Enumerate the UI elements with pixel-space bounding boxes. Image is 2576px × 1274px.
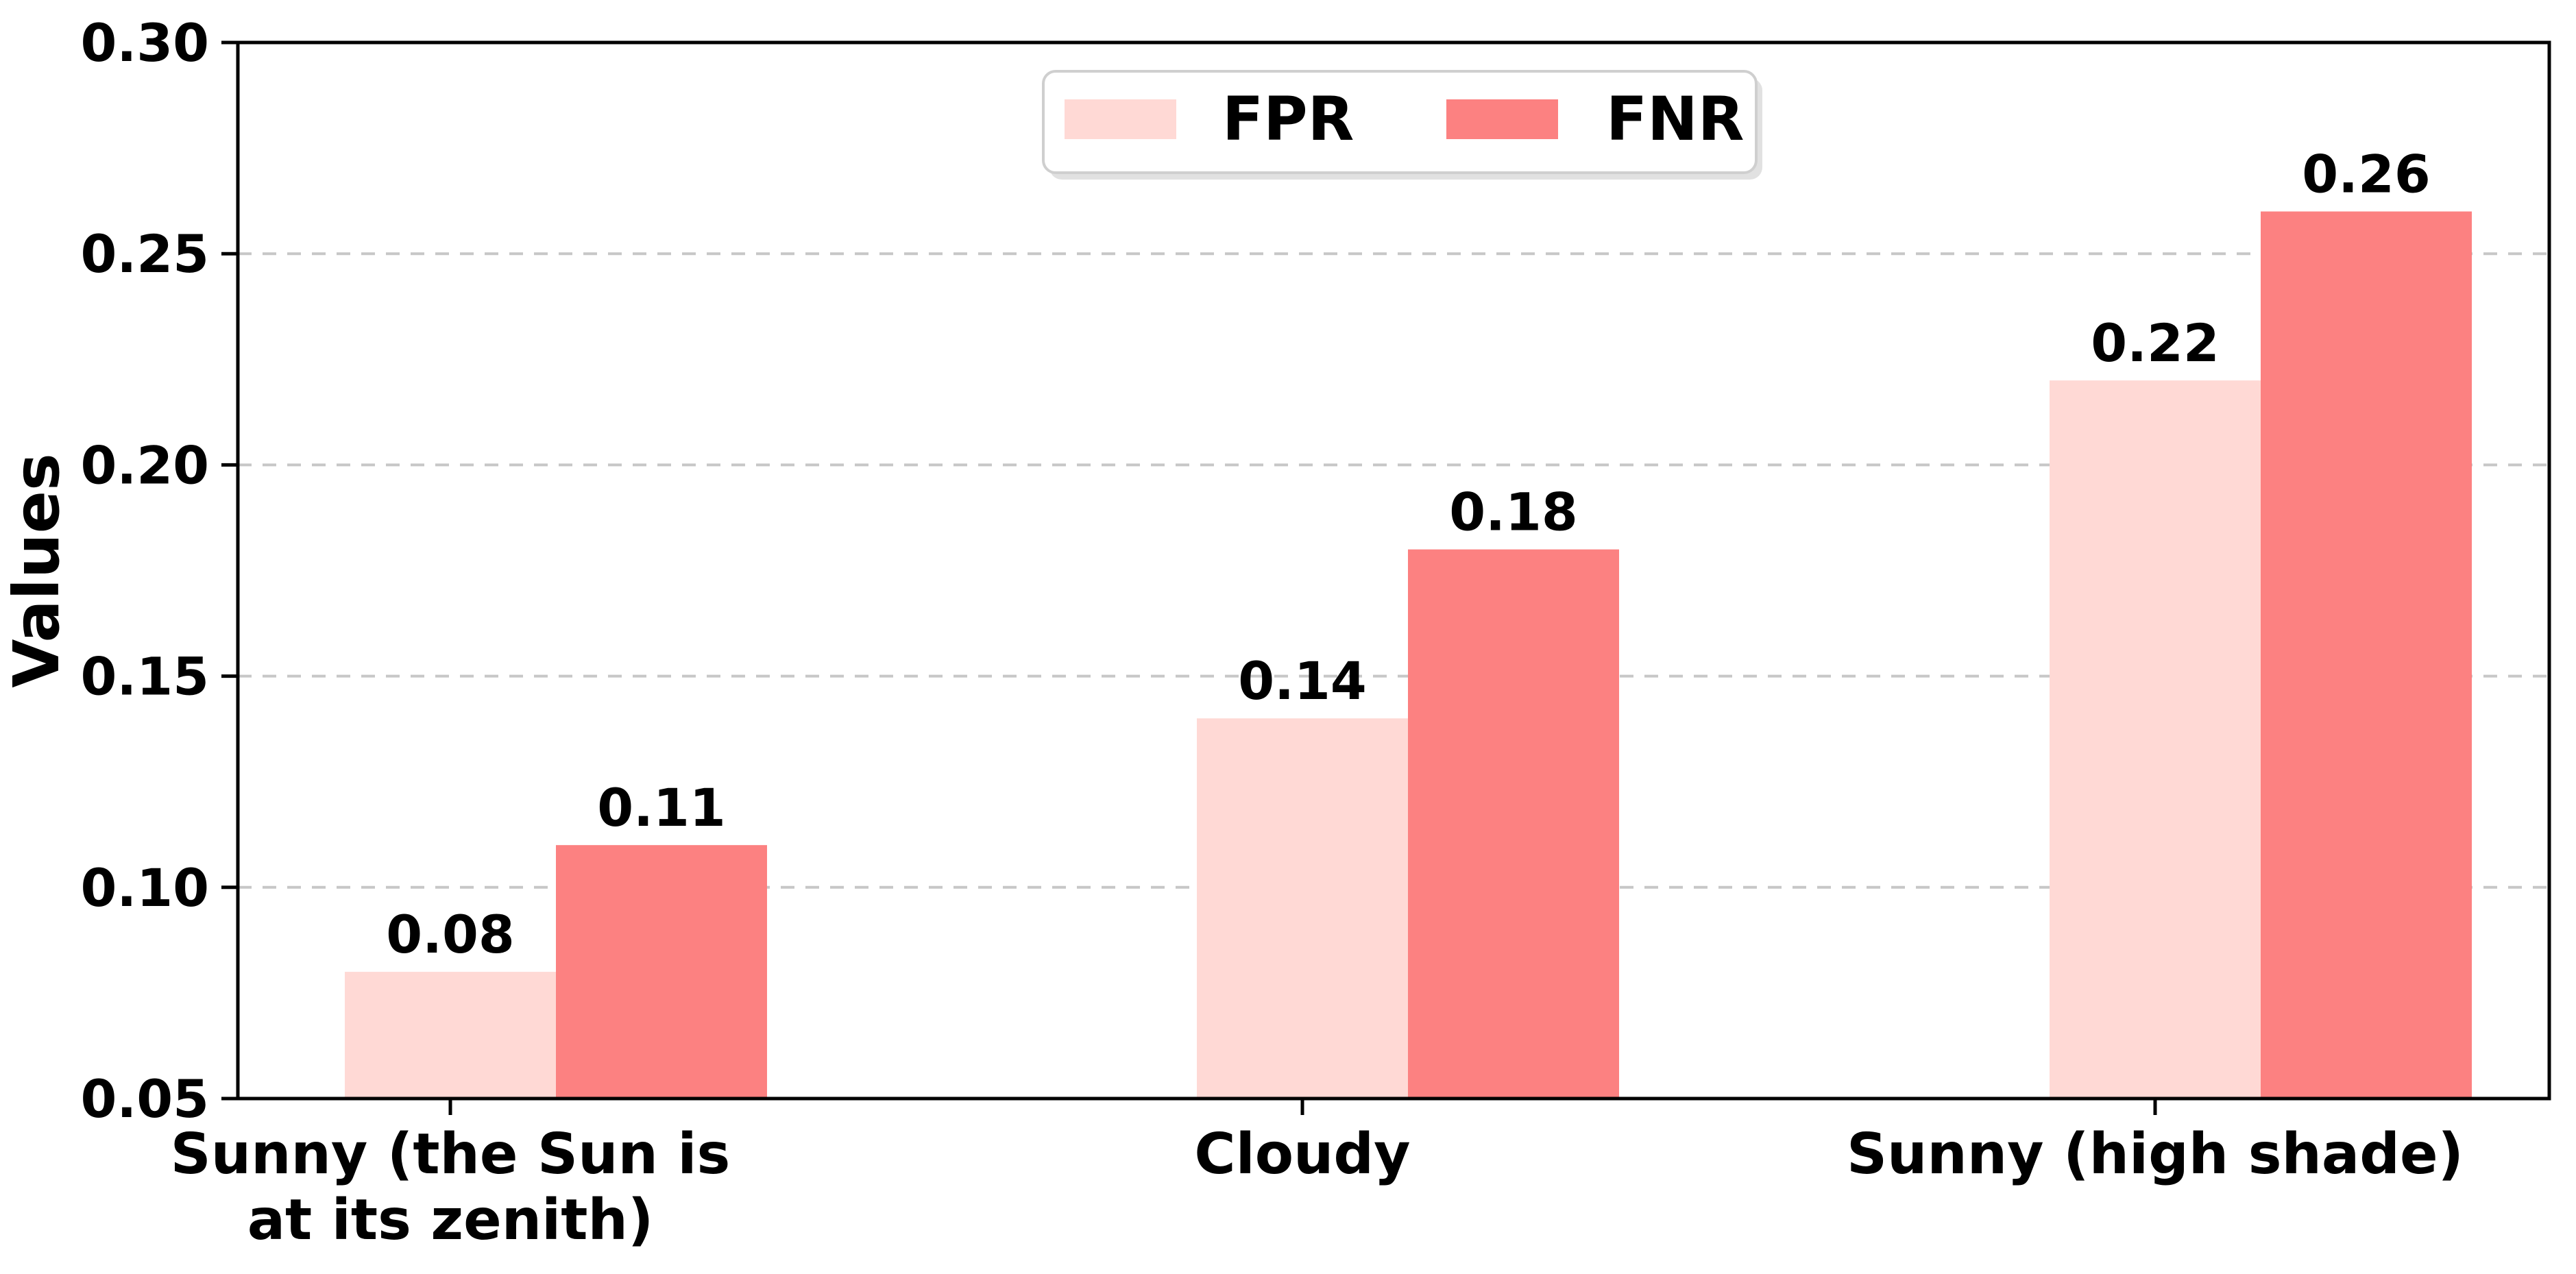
y-axis-label: Values <box>0 453 73 687</box>
bar-fnr-0 <box>556 845 767 1099</box>
ytick-label-0.30: 0.30 <box>80 12 209 73</box>
bar-value-label-fpr-1: 0.14 <box>1238 650 1367 711</box>
legend-swatch-fpr <box>1065 99 1176 139</box>
bar-value-label-fnr-2: 0.26 <box>2302 144 2431 205</box>
ytick-label-0.05: 0.05 <box>80 1068 209 1129</box>
xtick-label-0-line-0: Sunny (the Sun is <box>171 1122 731 1187</box>
bar-value-label-fpr-2: 0.22 <box>2091 313 2220 373</box>
xtick-label-0-line-1: at its zenith) <box>247 1188 654 1253</box>
bar-fpr-0 <box>345 972 556 1099</box>
bar-fpr-2 <box>2050 380 2261 1099</box>
bar-fpr-1 <box>1197 718 1408 1099</box>
bar-fnr-2 <box>2261 211 2472 1099</box>
bar-fnr-1 <box>1408 549 1619 1099</box>
bar-value-label-fnr-0: 0.11 <box>597 777 726 838</box>
ytick-label-0.20: 0.20 <box>80 434 209 495</box>
legend-label-fnr: FNR <box>1606 84 1745 154</box>
xtick-label-2-line-0: Sunny (high shade) <box>1847 1122 2464 1187</box>
ytick-label-0.25: 0.25 <box>80 223 209 284</box>
legend-box <box>1042 70 1758 174</box>
xtick-label-1-line-0: Cloudy <box>1194 1122 1410 1187</box>
ytick-label-0.10: 0.10 <box>80 857 209 918</box>
legend-label-fpr: FPR <box>1222 84 1354 154</box>
bar-value-label-fpr-0: 0.08 <box>386 904 515 965</box>
bar-value-label-fnr-1: 0.18 <box>1449 482 1578 543</box>
ytick-label-0.15: 0.15 <box>80 646 209 707</box>
axes-spines <box>236 40 2551 1101</box>
legend-swatch-fnr <box>1446 99 1558 139</box>
